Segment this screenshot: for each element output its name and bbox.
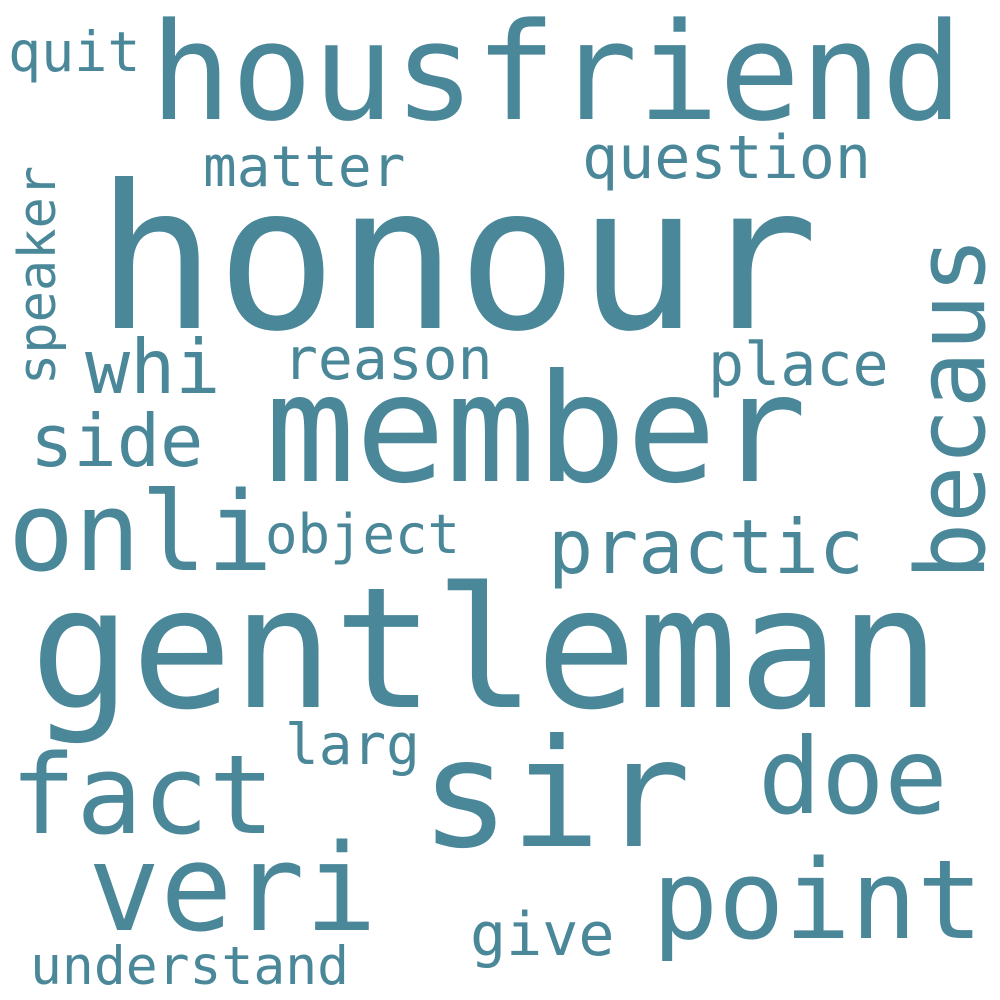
word-doe: doe	[758, 716, 948, 838]
word-gentleman: gentleman	[30, 551, 941, 747]
word-honour: honour	[96, 143, 819, 376]
word-onli: onli	[8, 468, 273, 596]
word-object: object	[265, 503, 461, 566]
word-point: point	[652, 836, 984, 964]
word-give: give	[470, 900, 615, 970]
word-reason: reason	[283, 325, 493, 393]
word-question: question	[582, 123, 871, 193]
word-whi: whi	[85, 323, 221, 411]
word-housfriend: housfriend	[150, 0, 963, 151]
word-becaus: becaus	[897, 236, 1000, 580]
word-veri: veri	[88, 820, 377, 959]
word-matter: matter	[203, 135, 406, 200]
word-sir: sir	[420, 708, 691, 882]
word-quit: quit	[8, 20, 141, 84]
word-member: member	[265, 343, 807, 517]
word-place: place	[708, 330, 889, 400]
word-practic: practic	[548, 503, 865, 591]
word-larg: larg	[285, 713, 420, 778]
word-fact: fact	[10, 731, 275, 859]
word-understand: understand	[30, 936, 350, 997]
word-side: side	[30, 399, 204, 483]
word-speaker: speaker	[8, 165, 68, 385]
